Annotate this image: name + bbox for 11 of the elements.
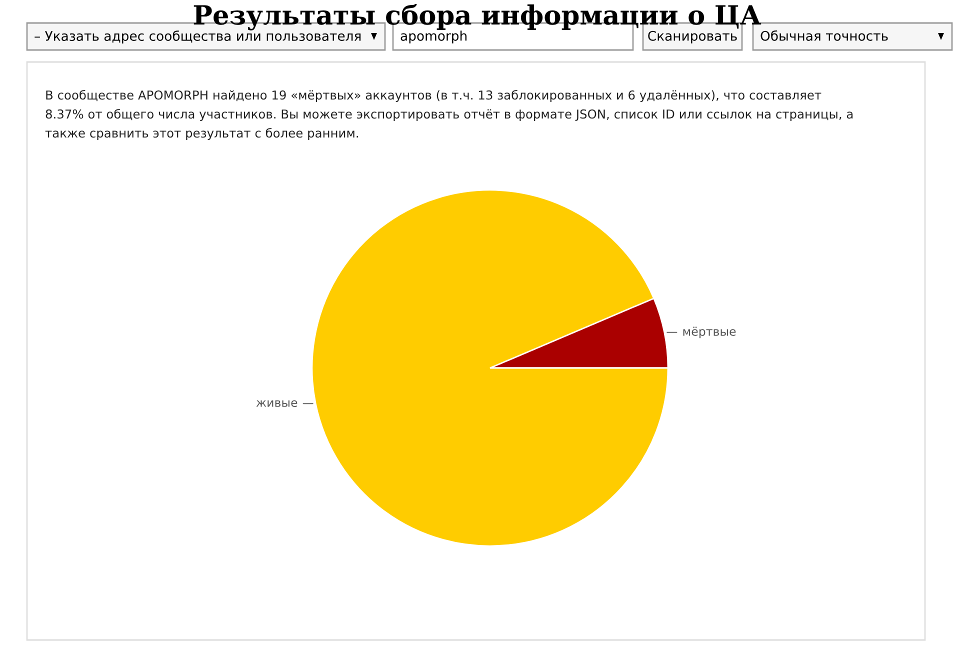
- slice-label: мёртвые: [683, 326, 736, 338]
- pie-slice: [311, 189, 669, 547]
- text: Сканировать: [648, 30, 737, 44]
- text: Обычная точность: [760, 30, 888, 41]
- chart-title: Результаты сбора информации о ЦА: [194, 4, 762, 30]
- text: apomorph: [400, 30, 466, 44]
- text: – Указать адрес сообщества или пользователя: [34, 30, 361, 44]
- text: также сравнить этот результат с более ранним.: [45, 128, 358, 140]
- text: В сообществе APOMORPH найдено 19 «мёртвых» аккаунтов (в т.ч. 13 заблокированных и 6 удалённых), что составляет: [46, 90, 822, 102]
- slice-label: живые: [256, 400, 298, 407]
- text: 8.37% от общего числа участников. Вы можете экспортировать отчёт в формате JSON, список ID или ссылок на страницы, а: [46, 108, 853, 122]
